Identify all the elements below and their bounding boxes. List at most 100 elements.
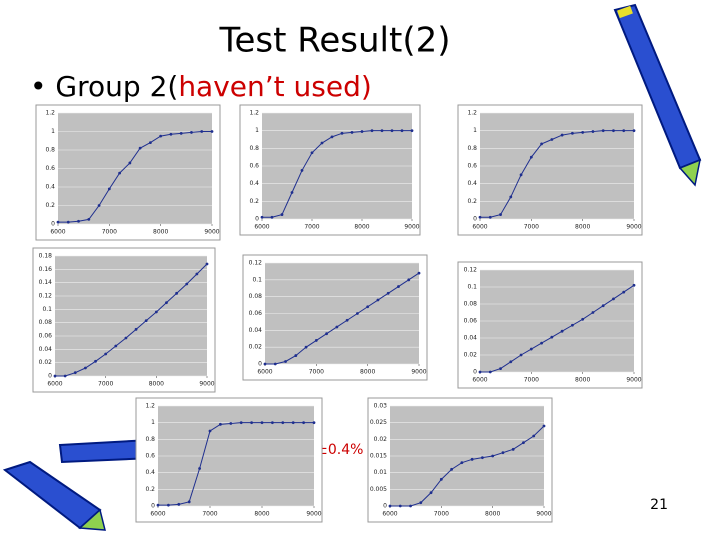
data-point xyxy=(366,305,370,309)
x-tick-label: 9000 xyxy=(626,377,641,384)
data-line xyxy=(58,131,212,223)
data-point xyxy=(124,336,128,340)
x-tick-label: 6000 xyxy=(257,369,272,376)
data-point xyxy=(499,367,502,370)
data-point xyxy=(509,195,513,199)
data-point xyxy=(491,454,495,458)
data-point xyxy=(522,441,525,445)
data-point xyxy=(154,310,158,314)
y-tick-label: 0.12 xyxy=(39,293,53,300)
data-point xyxy=(450,467,453,471)
y-tick-label: 0.02 xyxy=(249,344,263,351)
data-point xyxy=(312,421,316,425)
data-point xyxy=(280,213,284,216)
data-point xyxy=(560,133,564,137)
data-point xyxy=(53,374,57,378)
data-point xyxy=(260,421,264,425)
y-tick-label: 0.06 xyxy=(39,333,53,340)
data-point xyxy=(185,282,189,286)
data-point xyxy=(149,141,152,145)
x-tick-label: 9000 xyxy=(199,381,214,388)
x-tick-label: 6000 xyxy=(47,381,62,388)
x-tick-label: 6000 xyxy=(50,229,65,236)
data-point xyxy=(550,335,554,339)
data-point xyxy=(190,131,193,134)
chart: 0 0.02 0.04 0.06 0.08 0.1 0.12 6000 7000 8000 9000 xyxy=(457,261,643,389)
data-point xyxy=(571,323,574,327)
y-tick-label: 0.4 xyxy=(467,180,477,187)
y-tick-label: 0.04 xyxy=(464,335,478,342)
data-point xyxy=(550,138,554,141)
data-point xyxy=(144,319,148,323)
y-tick-label: 1 xyxy=(151,419,155,426)
data-point xyxy=(159,134,163,138)
y-tick-label: 0.04 xyxy=(249,327,263,334)
data-point xyxy=(340,131,344,135)
data-point xyxy=(94,359,97,363)
data-point xyxy=(417,271,421,275)
chart: 0 0.005 0.01 0.015 0.02 0.025 0.03 6000 7000 8000… xyxy=(367,397,553,523)
data-point xyxy=(501,451,505,455)
y-tick-label: 0.6 xyxy=(145,453,155,460)
data-point xyxy=(560,329,564,333)
data-point xyxy=(591,130,595,133)
y-tick-label: 0.4 xyxy=(249,180,259,187)
data-point xyxy=(612,297,615,301)
y-tick-label: 0.2 xyxy=(249,198,259,205)
data-point xyxy=(187,500,191,504)
data-point xyxy=(360,130,364,133)
chart: 0 0.2 0.4 0.6 0.8 1 1.2 6000 7000 8000 9000 xyxy=(135,397,323,523)
data-point xyxy=(128,161,132,165)
y-tick-label: 1.2 xyxy=(45,110,55,117)
y-tick-label: 1.2 xyxy=(467,110,477,117)
data-point xyxy=(281,421,285,425)
y-tick-label: 0.005 xyxy=(370,486,387,493)
y-tick-label: 0.8 xyxy=(249,145,259,152)
data-point xyxy=(167,503,170,507)
data-point xyxy=(407,278,411,282)
chart: 0 0.2 0.4 0.6 0.8 1 1.2 6000 7000 8000 9000 xyxy=(35,104,221,241)
x-tick-label: 7000 xyxy=(309,369,324,376)
y-tick-label: 0 xyxy=(473,216,477,223)
plot-area xyxy=(55,256,207,376)
data-point xyxy=(370,129,374,133)
data-line xyxy=(480,130,634,218)
x-tick-label: 6000 xyxy=(254,224,269,231)
y-tick-label: 0 xyxy=(383,503,387,510)
data-point xyxy=(540,341,543,345)
data-point xyxy=(350,131,354,134)
y-tick-label: 0.08 xyxy=(464,301,478,308)
data-point xyxy=(87,217,91,221)
data-point xyxy=(205,262,209,266)
y-tick-label: 0.6 xyxy=(249,163,259,170)
y-tick-label: 0.02 xyxy=(39,359,53,366)
y-tick-label: 0.12 xyxy=(249,260,263,267)
data-point xyxy=(195,272,199,276)
bullet: • Group 2(haven’t used) xyxy=(30,70,372,103)
data-point xyxy=(84,366,87,370)
y-tick-label: 1 xyxy=(473,127,477,134)
y-tick-label: 0.03 xyxy=(374,403,388,410)
data-point xyxy=(499,213,502,216)
data-point xyxy=(460,461,464,465)
x-tick-label: 9000 xyxy=(536,511,551,518)
x-tick-label: 9000 xyxy=(626,224,641,231)
data-point xyxy=(519,173,523,177)
data-point xyxy=(380,129,384,133)
x-tick-label: 7000 xyxy=(98,381,113,388)
data-point xyxy=(250,421,254,425)
data-point xyxy=(270,215,274,219)
data-point xyxy=(175,291,179,295)
data-point xyxy=(165,301,168,305)
x-tick-label: 7000 xyxy=(102,229,117,236)
data-point xyxy=(73,371,77,375)
data-point xyxy=(478,370,482,374)
data-point xyxy=(511,447,515,451)
data-point xyxy=(540,142,543,146)
data-point xyxy=(330,135,334,139)
data-point xyxy=(273,362,277,366)
y-tick-label: 0.2 xyxy=(145,486,155,493)
y-tick-label: 0.02 xyxy=(374,436,388,443)
x-tick-label: 8000 xyxy=(360,369,375,376)
